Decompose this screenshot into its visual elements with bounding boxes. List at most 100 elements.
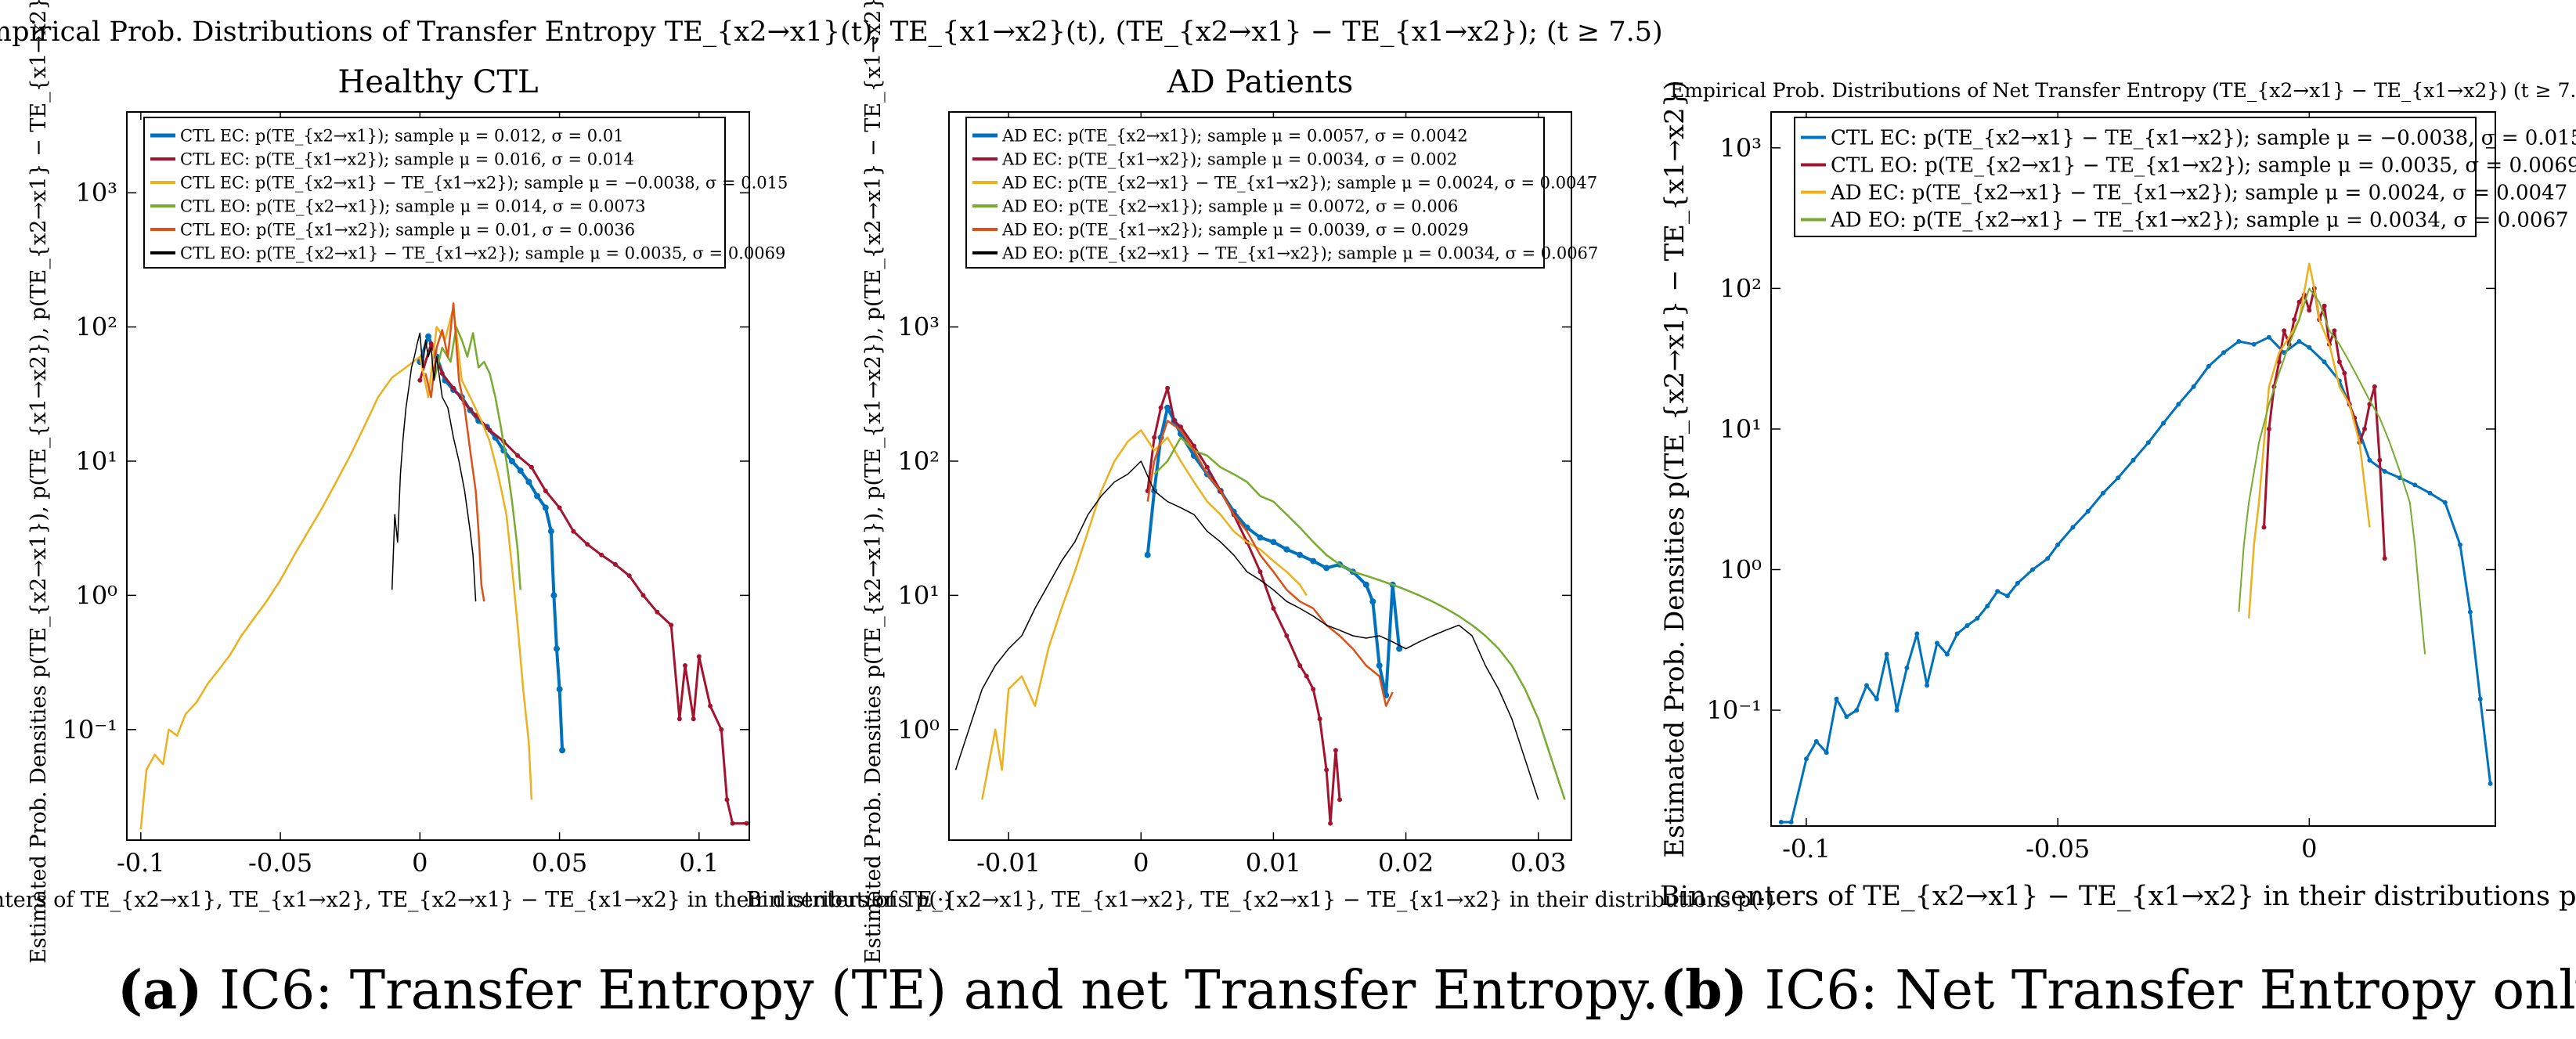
x-tick-label: 0.1 — [679, 848, 719, 878]
data-point — [1337, 797, 1342, 803]
data-point — [428, 341, 434, 346]
series-line-green — [432, 326, 521, 590]
data-point — [724, 797, 730, 803]
data-point — [2458, 542, 2462, 547]
legend: CTL EC: p(TE_{x2→x1}); sample μ = 0.012,… — [143, 117, 788, 269]
y-tick-label: 10² — [75, 312, 117, 342]
data-point — [559, 747, 566, 754]
y-tick-label: 10⁻¹ — [63, 715, 117, 745]
data-point — [2442, 500, 2448, 505]
data-point — [542, 504, 549, 511]
data-point — [1935, 640, 1939, 646]
legend-entry: AD EO: p(TE_{x2→x1} − TE_{x1→x2}); sampl… — [1001, 244, 1598, 262]
y-tick-label: 10¹ — [75, 446, 117, 476]
data-point — [2377, 457, 2383, 463]
legend-entry: AD EC: p(TE_{x2→x1}); sample μ = 0.0057,… — [1001, 126, 1468, 145]
legend-entry: CTL EO: p(TE_{x2→x1} − TE_{x1→x2}); samp… — [1831, 154, 2576, 178]
data-point — [1328, 821, 1333, 826]
data-point — [1925, 683, 1930, 688]
data-point — [708, 703, 713, 709]
data-point — [1165, 385, 1171, 391]
x-axis-label: Bin centers of TE_{x2→x1}, TE_{x1→x2}, T… — [0, 888, 952, 912]
data-point — [2412, 482, 2418, 488]
data-point — [2322, 303, 2327, 308]
x-tick-label: 0 — [412, 848, 428, 878]
chart-title: Empirical Prob. Distributions of Net Tra… — [1670, 79, 2576, 102]
data-point — [2307, 308, 2312, 313]
data-point — [1333, 748, 1338, 753]
x-tick-label: 0.02 — [1378, 848, 1434, 878]
data-point — [1257, 569, 1263, 575]
y-axis-label: Estimated Prob. Densities p(TE_{x2→x1}),… — [861, 0, 886, 964]
data-point — [547, 528, 554, 535]
legend-box — [1794, 117, 2477, 237]
data-point — [1178, 424, 1183, 430]
series-group — [139, 302, 749, 830]
data-point — [1954, 631, 1960, 637]
data-point — [1323, 565, 1330, 572]
caption-a: (a) IC6: Transfer Entropy (TE) and net T… — [117, 959, 1659, 1022]
data-point — [669, 622, 674, 628]
y-tick-label: 10³ — [897, 312, 940, 342]
data-point — [517, 467, 524, 474]
data-point — [1975, 615, 1980, 621]
data-point — [2382, 556, 2387, 561]
series-line-blue — [1780, 336, 2492, 824]
data-point — [1369, 598, 1376, 605]
y-tick-label: 10³ — [75, 178, 117, 207]
data-point — [1985, 604, 1990, 609]
data-point — [2362, 426, 2367, 431]
data-point — [451, 385, 456, 391]
y-tick-label: 10² — [897, 446, 940, 476]
data-point — [473, 413, 478, 418]
axes-box — [948, 111, 1572, 841]
data-point — [2116, 475, 2121, 481]
series-line-red — [418, 342, 747, 825]
data-point — [2296, 339, 2302, 344]
data-point — [599, 552, 604, 557]
data-point — [529, 464, 534, 470]
data-point — [2292, 317, 2297, 323]
x-tick-label: -0.01 — [976, 848, 1041, 878]
data-point — [1297, 551, 1304, 558]
x-tick-label: -0.1 — [1782, 834, 1831, 864]
data-point — [730, 821, 735, 826]
data-point — [1257, 534, 1264, 541]
legend-entry: AD EO: p(TE_{x1→x2}); sample μ = 0.0039,… — [1001, 220, 1469, 239]
data-point — [1874, 696, 1879, 702]
legend: CTL EC: p(TE_{x2→x1} − TE_{x1→x2}); samp… — [1794, 117, 2576, 237]
legend-entry: CTL EO: p(TE_{x2→x1}); sample μ = 0.014,… — [180, 197, 645, 215]
legend-box — [965, 117, 1545, 269]
panel-net-transfer-entropy: Empirical Prob. Distributions of Net Tra… — [1659, 79, 2576, 912]
x-axis-label: Bin centers of TE_{x2→x1} − TE_{x1→x2} i… — [1660, 881, 2576, 912]
data-point — [1904, 666, 1910, 670]
legend-entry: AD EC: p(TE_{x2→x1} − TE_{x1→x2}); sampl… — [1830, 182, 2567, 205]
data-point — [1164, 404, 1171, 411]
data-point — [543, 489, 548, 493]
data-point — [2055, 542, 2061, 547]
data-point — [1324, 767, 1329, 773]
series-line-yellow — [2247, 262, 2371, 619]
data-point — [2161, 420, 2166, 426]
data-point — [2467, 609, 2473, 615]
data-point — [1158, 405, 1164, 410]
figure-suptitle: Empirical Prob. Distributions of Transfe… — [0, 16, 1663, 48]
data-point — [1778, 820, 1784, 824]
data-point — [1844, 714, 1849, 720]
data-point — [1914, 631, 1920, 637]
data-point — [2382, 469, 2387, 474]
data-point — [571, 529, 576, 534]
data-point — [1317, 716, 1322, 722]
series-line-yellow — [981, 429, 1308, 800]
data-point — [2236, 339, 2242, 344]
series-line-blue — [418, 334, 565, 751]
data-point — [585, 542, 590, 547]
data-point — [1824, 750, 1829, 756]
data-point — [691, 716, 696, 722]
data-point — [1813, 738, 1819, 744]
series-line-orange — [424, 302, 485, 602]
caption-a-label: (a) — [117, 959, 203, 1022]
legend-entry: CTL EC: p(TE_{x2→x1} − TE_{x1→x2}); samp… — [1831, 127, 2576, 150]
data-point — [1884, 651, 1889, 657]
data-point — [2477, 696, 2483, 702]
